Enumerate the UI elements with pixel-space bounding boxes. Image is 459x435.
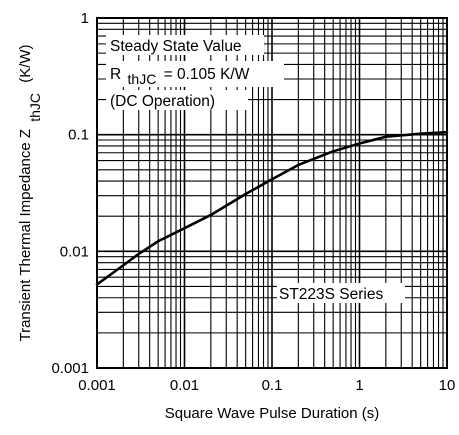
- dc-operation-label: (DC Operation): [110, 93, 215, 110]
- annotation-bg-steady: [106, 35, 264, 55]
- rthjc-label: R thJC = 0.105 K/W: [110, 66, 250, 88]
- y-axis-label-main: Transient Thermal Impedance Z: [17, 129, 34, 342]
- y-tick-label: 1: [81, 10, 89, 27]
- series-label: ST223S Series: [279, 286, 383, 303]
- y-tick-label: 0.1: [68, 127, 89, 144]
- rthjc-value: = 0.105 K/W: [164, 66, 250, 83]
- y-axis-label-sub: thJC: [27, 93, 43, 122]
- rthjc-subscript: thJC: [128, 71, 157, 87]
- x-tick-label: 0.1: [262, 377, 283, 394]
- x-tick-label: 1: [355, 377, 363, 394]
- annotation-bg-dc: [106, 90, 248, 110]
- x-tick-label: 10: [439, 377, 456, 394]
- y-axis-label-unit: (K/W): [17, 44, 34, 82]
- x-tick-label: 0.001: [78, 377, 116, 394]
- steady-state-label: Steady State Value: [110, 38, 242, 55]
- plot-frame: [96, 17, 448, 369]
- y-tick-labels: 0.001 0.01 0.1 1: [51, 10, 89, 377]
- y-tick-label: 0.001: [51, 360, 89, 377]
- x-axis-label: Square Wave Pulse Duration (s): [165, 405, 380, 422]
- annotation-bg-series: [277, 283, 405, 303]
- annotation-bg-rthjc: [106, 61, 284, 87]
- rthjc-prefix: R: [110, 66, 121, 83]
- y-axis-label: Transient Thermal Impedance Z thJC (K/W): [17, 44, 44, 341]
- series-line: [95, 130, 449, 286]
- x-tick-labels: 0.001 0.01 0.1 1 10: [78, 377, 455, 394]
- x-tick-label: 0.01: [170, 377, 199, 394]
- y-tick-label: 0.01: [60, 243, 89, 260]
